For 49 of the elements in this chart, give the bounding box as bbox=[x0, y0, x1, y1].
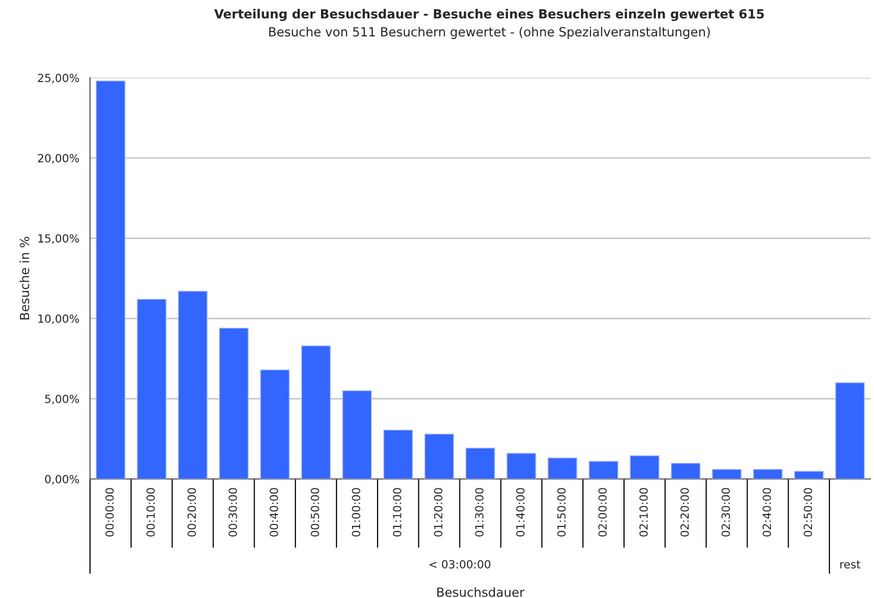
y-tick-label: 25,00% bbox=[38, 74, 79, 84]
x-tick-label: 01:40:00 bbox=[516, 488, 525, 536]
bar bbox=[712, 468, 742, 479]
x-tick-label: 02:20:00 bbox=[680, 488, 689, 536]
bar bbox=[178, 290, 208, 479]
x-tick-label: 01:00:00 bbox=[352, 488, 360, 536]
bar bbox=[342, 390, 372, 479]
bar bbox=[219, 328, 249, 479]
x-tick-label: 00:00:00 bbox=[105, 488, 114, 536]
x-tick-label: 00:50:00 bbox=[310, 488, 320, 536]
chart-subtitle: Besuche von 511 Besuchern gewertet - (ohne Spezialveranstaltungen) bbox=[269, 26, 710, 39]
bar bbox=[506, 452, 536, 479]
text: rest bbox=[840, 560, 860, 568]
y-axis-title: Besuche in % bbox=[20, 236, 30, 320]
bar bbox=[670, 462, 700, 479]
bar bbox=[301, 345, 331, 479]
bar bbox=[630, 455, 660, 479]
bar bbox=[588, 460, 618, 479]
x-tick-label: 00:30:00 bbox=[228, 488, 238, 536]
y-tick-label: 20,00% bbox=[38, 154, 79, 164]
bar bbox=[465, 448, 496, 479]
y-tick-label: 15,00% bbox=[38, 234, 79, 244]
x-tick-label: 00:10:00 bbox=[146, 488, 155, 536]
x-tick-label: 02:10:00 bbox=[639, 488, 648, 536]
bar bbox=[548, 458, 578, 479]
x-tick-label: 02:30:00 bbox=[722, 488, 730, 536]
bar bbox=[260, 369, 290, 479]
bar bbox=[794, 470, 824, 479]
x-tick-label: 00:40:00 bbox=[270, 488, 278, 536]
y-tick-label: 10,00% bbox=[38, 314, 79, 324]
x-tick-label: 02:00:00 bbox=[598, 488, 607, 536]
x-tick-label: 02:40:00 bbox=[762, 488, 772, 536]
y-tick-label: 0,00% bbox=[45, 474, 79, 485]
x-tick-label: 00:20:00 bbox=[188, 488, 196, 536]
bar bbox=[96, 80, 126, 479]
x-tick-label: 01:20:00 bbox=[434, 488, 442, 536]
x-axis-title: Besuchsdauer bbox=[437, 587, 524, 597]
y-tick-label: 5,00% bbox=[45, 394, 79, 404]
chart-title: Verteilung der Besuchsdauer - Besuche eines Besuchers einzeln gewertet 615 bbox=[214, 8, 764, 22]
x-tick-label: 02:50:00 bbox=[804, 488, 812, 536]
x-tick-label: 01:50:00 bbox=[557, 488, 566, 536]
bar bbox=[383, 430, 413, 479]
bar bbox=[753, 468, 783, 479]
x-tick-label: 01:10:00 bbox=[392, 488, 402, 536]
bar bbox=[424, 434, 454, 479]
bar bbox=[136, 298, 166, 479]
x-tick-label: 01:30:00 bbox=[475, 488, 484, 536]
bar bbox=[835, 382, 865, 479]
text: < 03:00:00 bbox=[430, 560, 490, 568]
